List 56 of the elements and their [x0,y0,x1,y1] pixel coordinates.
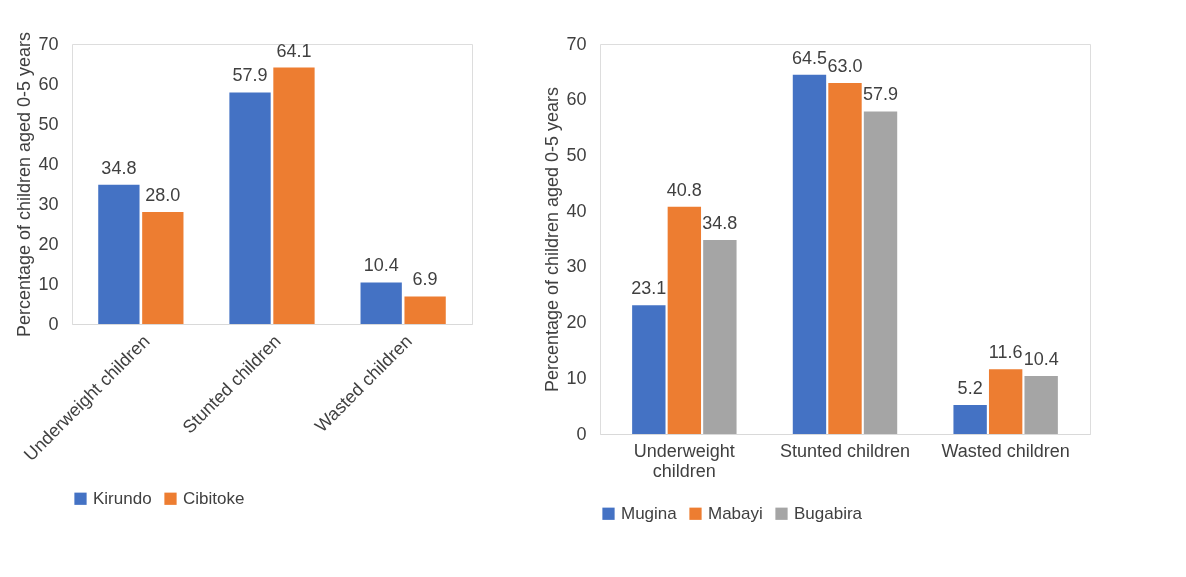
bar [1024,376,1058,434]
y-tick-label: 0 [48,313,59,334]
bar [828,83,862,434]
y-tick-label: 40 [566,200,587,221]
y-tick-label: 60 [566,89,587,110]
y-tick-label: 10 [38,273,59,294]
bar [792,74,827,434]
data-label: 57.9 [232,65,268,86]
x-tick-label: Wasted children [941,440,1070,461]
bar [953,405,987,434]
y-tick-label: 50 [38,113,59,134]
y-tick-label: 20 [38,233,59,254]
y-tick-label: 10 [566,367,587,388]
data-label: 6.9 [412,269,438,290]
bar [863,111,898,434]
bar [632,305,666,434]
legend-label: Kirundo [93,488,152,508]
x-tick-label: Stunted children [779,440,911,461]
x-tick-label: Underweight children [633,440,735,481]
data-label: 28.0 [145,185,181,205]
y-tick-label: 20 [566,312,587,333]
data-label: 64.5 [791,47,827,68]
data-label: 10.4 [363,255,399,276]
legend-label: Mugina [621,503,678,523]
y-axis-title: Percentage of children aged 0-5 years [542,86,563,393]
data-label: 11.6 [988,342,1023,363]
y-tick-label: 30 [38,193,59,214]
y-tick-label: 70 [38,33,59,54]
y-tick-label: 30 [566,256,587,277]
bar [703,240,737,434]
data-label: 34.8 [101,157,137,178]
legend-label: Bugabira [794,503,863,523]
y-tick-label: 50 [566,144,587,165]
data-label: 63.0 [827,56,863,76]
bar [142,212,184,324]
legend-label: Mabayi [708,503,763,523]
bar [98,184,140,324]
data-label: 57.9 [863,84,899,105]
data-label: 34.8 [702,213,738,234]
data-label: 5.2 [957,378,983,399]
data-label: 40.8 [666,179,702,200]
bar [988,369,1023,434]
bar [229,92,271,324]
data-label: 64.1 [276,40,312,61]
data-label: 23.1 [631,278,667,299]
bar [667,206,702,434]
bar [404,296,446,324]
legend-label: Cibitoke [183,488,245,508]
y-tick-label: 40 [38,153,59,174]
y-tick-label: 70 [566,33,587,54]
y-tick-label: 60 [38,73,59,94]
bar [273,67,315,324]
y-axis-title: Percentage of children aged 0-5 years [14,31,35,338]
data-label: 10.4 [1023,349,1059,370]
bar [360,282,402,324]
y-tick-label: 0 [576,423,587,444]
